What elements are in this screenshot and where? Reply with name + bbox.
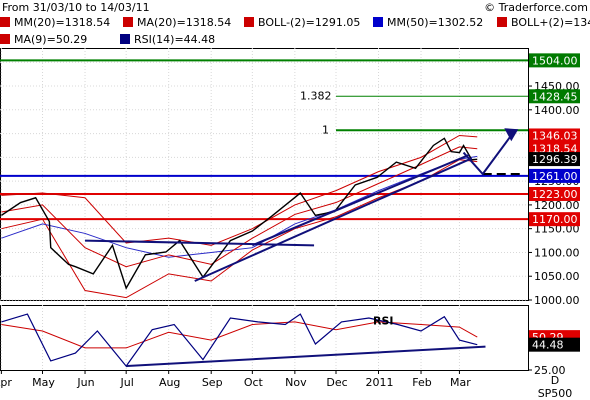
trendline bbox=[251, 154, 470, 247]
price-tick-label: 1100.00 bbox=[534, 246, 580, 259]
legend-swatch bbox=[373, 17, 383, 27]
legend-entry: MA(20)=1318.54 bbox=[137, 16, 231, 29]
rsi-trendline bbox=[126, 345, 486, 368]
x-tick-label: Apr bbox=[0, 376, 12, 389]
ma20-line bbox=[1, 146, 478, 268]
legend-entry: BOLL-(2)=1291.05 bbox=[258, 16, 360, 29]
fib-label: 1 bbox=[322, 123, 329, 136]
level-badge-bg bbox=[529, 212, 580, 227]
x-tick-label: May bbox=[32, 376, 55, 389]
value-badge-bg bbox=[529, 141, 580, 156]
value-badge-label: 1346.03 bbox=[532, 129, 578, 142]
level-badge-bg bbox=[529, 89, 580, 104]
trendline bbox=[194, 157, 473, 282]
price-tick-label: 1050.00 bbox=[534, 270, 580, 283]
legend-swatch bbox=[120, 34, 130, 44]
date-range-text: From 31/03/10 to 14/03/11 bbox=[2, 1, 150, 14]
projection-arrow-path bbox=[462, 130, 516, 176]
x-tick-label: Aug bbox=[159, 376, 180, 389]
level-badge-label: 1223.00 bbox=[532, 188, 578, 201]
symbol-label: SP500 bbox=[538, 387, 573, 400]
projection-arrow-head bbox=[504, 128, 519, 142]
rsi-panel-frame bbox=[0, 305, 529, 371]
legend-swatch bbox=[244, 17, 254, 27]
legend-entry: BOLL+(2)=134 bbox=[511, 16, 590, 29]
legend-swatch bbox=[0, 17, 10, 27]
legend-entry: RSI(14)=44.48 bbox=[134, 33, 215, 46]
rsi-ma-line bbox=[1, 321, 478, 349]
rsi-badge-bg bbox=[529, 337, 580, 352]
level-badge-label: 1504.00 bbox=[532, 54, 578, 67]
value-badge-bg bbox=[529, 128, 580, 143]
copyright-text: © Traderforce.com bbox=[484, 1, 588, 14]
price-tick-label: 1200.00 bbox=[534, 199, 580, 212]
legend-swatch bbox=[0, 34, 10, 44]
level-badge-bg bbox=[529, 168, 580, 183]
legend-swatch bbox=[497, 17, 507, 27]
rsi-badge-label: 44.48 bbox=[532, 339, 564, 352]
x-tick-label: Feb bbox=[412, 376, 431, 389]
x-tick-label: 2011 bbox=[366, 376, 394, 389]
legend-entry: MM(50)=1302.52 bbox=[387, 16, 483, 29]
level-badge-label: 1261.00 bbox=[532, 170, 578, 183]
x-tick-label: Oct bbox=[244, 376, 264, 389]
interval-label: D bbox=[551, 374, 559, 387]
level-badge-label: 1428.45 bbox=[532, 90, 578, 103]
value-badge-bg bbox=[529, 152, 580, 167]
level-badge-label: 1170.00 bbox=[532, 213, 578, 226]
rsi-tick-label: 25.00 bbox=[534, 364, 566, 377]
price-tick-label: 1000.00 bbox=[534, 294, 580, 307]
level-badge-bg bbox=[529, 53, 580, 68]
rsi-panel-label: RSI bbox=[373, 315, 394, 328]
x-tick-label: Jun bbox=[76, 376, 94, 389]
price-line bbox=[0, 137, 478, 290]
x-tick-label: Nov bbox=[285, 376, 307, 389]
level-badge-bg bbox=[529, 186, 580, 201]
x-tick-label: Jul bbox=[120, 376, 134, 389]
value-badge-label: 1296.39 bbox=[532, 153, 578, 166]
x-tick-label: Dec bbox=[326, 376, 347, 389]
fib-label: 1.382 bbox=[300, 89, 332, 102]
bollinger-upper-line bbox=[1, 134, 478, 246]
x-tick-label: Mar bbox=[450, 376, 471, 389]
legend-swatch bbox=[123, 17, 133, 27]
legend-entry: MA(9)=50.29 bbox=[14, 33, 87, 46]
price-tick-label: 1400.00 bbox=[534, 104, 580, 117]
legend-entry: MM(20)=1318.54 bbox=[14, 16, 110, 29]
x-tick-label: Sep bbox=[202, 376, 223, 389]
rsi-line bbox=[1, 313, 478, 368]
